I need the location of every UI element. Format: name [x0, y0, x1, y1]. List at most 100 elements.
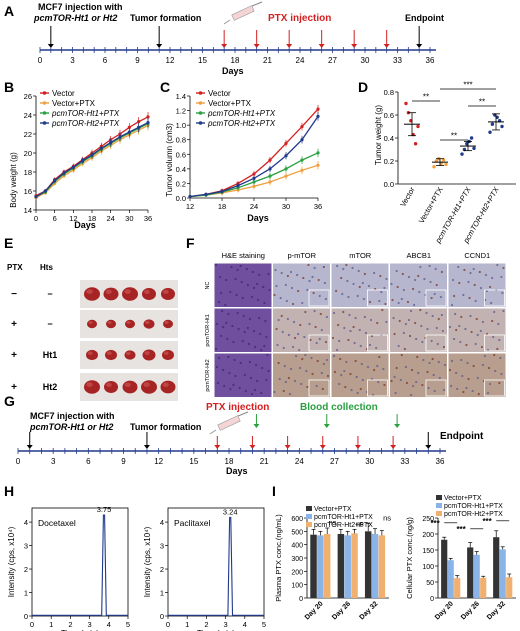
panel-f-cell	[288, 392, 292, 396]
panel-f-cell	[353, 341, 356, 345]
panel-f-cell	[260, 391, 263, 395]
panel-i-left-ytick-label: 300	[291, 556, 303, 563]
panel-f-cell	[313, 309, 316, 313]
panel-f-cell	[250, 295, 254, 299]
panel-e-tumor	[124, 350, 136, 360]
panel-f-cell	[395, 366, 398, 370]
panel-f-cell	[400, 353, 403, 357]
panel-f-cell	[502, 266, 505, 270]
panel-f-cell	[277, 318, 280, 322]
panel-f-cell	[406, 300, 410, 304]
panel-f-cell	[332, 311, 336, 315]
panel-f-cell	[321, 387, 324, 391]
panel-i-right-ytick-label: 200	[422, 532, 434, 539]
panel-i-right-ylabel: Cellular PTX conc.(ng/g)	[405, 517, 414, 599]
panel-g-tick-label: 3	[51, 457, 56, 466]
panel-i-right-bar	[441, 539, 448, 598]
panel-c-point	[252, 180, 256, 184]
panel-f-cell	[433, 389, 436, 393]
panel-e-tumor	[122, 287, 138, 301]
panel-f-cell	[427, 386, 430, 390]
panel-f-cell	[342, 267, 345, 271]
panel-f-cell	[293, 379, 297, 383]
panel-g-arrow-ptx-head	[319, 445, 326, 449]
panel-f-cell	[416, 355, 419, 359]
panel-b-xtick-label: 24	[106, 214, 114, 223]
panel-f-cell	[471, 389, 474, 393]
panel-f-cell	[258, 316, 261, 320]
panel-h-frame	[31, 507, 129, 617]
panel-e-tumor-highlight	[126, 321, 131, 324]
panel-i-left-ytick-label: 200	[291, 569, 303, 576]
panel-g-tick-label: 18	[225, 457, 234, 466]
panel-f-cell	[462, 293, 465, 297]
panel-i-left-legend-label: pcmTOR-Ht1+PTX	[314, 514, 373, 521]
panel-e-tumor-highlight	[124, 289, 131, 294]
panel-f-cell	[455, 328, 458, 332]
panel-c: C Tumor volumn (cm3) Days 0.0 0.2 0.4 0.6 0.…	[160, 79, 322, 223]
panel-b-point	[137, 125, 141, 129]
panel-f-cell	[460, 358, 463, 362]
panel-f-cell	[289, 270, 293, 274]
panel-f-cell	[340, 276, 343, 280]
panel-e-tumor-highlight	[105, 289, 112, 294]
panel-f-cell	[291, 345, 295, 349]
panel-b-legend-marker	[42, 91, 47, 95]
panel-f-cell	[310, 356, 313, 360]
panel-g-tick-label: 21	[260, 457, 269, 466]
panel-f-cell	[325, 358, 329, 362]
panel-c-ytick-label: 0.6	[176, 150, 186, 159]
panel-f-cell	[247, 342, 251, 346]
panel-f-cell	[419, 308, 422, 312]
panel-f-cell	[420, 324, 423, 328]
panel-f-cell	[470, 330, 473, 334]
panel-f-cell	[431, 314, 434, 318]
panel-h-ytick-label: 1	[24, 589, 28, 598]
panel-f-cell	[307, 263, 310, 267]
panel-d-category-label: Vector+PTX	[417, 186, 445, 225]
panel-h-ytick-label: 1	[160, 589, 164, 598]
panel-i-right-legend-label: Vector+PTX	[444, 495, 482, 502]
panel-f-cell	[229, 290, 232, 294]
panel-e-tumor-highlight	[143, 382, 150, 387]
panel-f-cell	[372, 393, 375, 397]
panel-f-cell	[415, 380, 418, 384]
panel-b-legend-marker	[42, 101, 47, 105]
panel-i-right-bar	[454, 578, 461, 598]
panel-e-tumor-highlight	[163, 351, 169, 356]
panel-f-cell	[315, 341, 318, 345]
panel-e-hts-mark: Ht1	[43, 350, 58, 360]
panel-h-xtick-label: 3	[224, 620, 228, 629]
panel-f-cell	[498, 338, 501, 342]
panel-f-cell	[497, 322, 500, 326]
panel-b-legend-marker	[42, 121, 47, 125]
panel-f-cell	[481, 363, 485, 367]
panel-f-cell	[359, 387, 362, 391]
panel-b-point	[146, 121, 150, 125]
panel-g-ptx-injection: PTX injection	[206, 402, 269, 413]
panel-f-cell	[500, 275, 503, 279]
panel-i-left-bar	[378, 535, 386, 598]
panel-c-xtick-label: 12	[186, 202, 194, 211]
panel-f-cell	[287, 333, 290, 337]
panel-f-cell	[487, 366, 491, 370]
panel-f-cell	[433, 292, 436, 296]
panel-f-cell	[234, 374, 237, 378]
panel-f-cell	[299, 366, 302, 370]
panel-f-cell	[457, 265, 460, 269]
panel-f-cell	[273, 390, 276, 394]
panel-f-cell	[276, 343, 279, 347]
panel-f-cell	[336, 348, 339, 352]
panel-c-ylabel: Tumor volumn (cm3)	[165, 123, 174, 197]
panel-f-cell	[394, 391, 397, 395]
panel-g-tick-label: 36	[436, 457, 445, 466]
panel-f-cell	[297, 289, 300, 293]
panel-f-cell	[368, 300, 372, 304]
panel-f-cell	[316, 359, 319, 363]
panel-f-cell	[402, 331, 405, 335]
panel-a-arrow-ptx-head	[351, 44, 358, 48]
panel-f-cell	[220, 291, 223, 295]
panel-f-cell	[496, 263, 499, 267]
panel-f-inset	[308, 379, 330, 397]
panel-f-cell	[438, 376, 441, 380]
